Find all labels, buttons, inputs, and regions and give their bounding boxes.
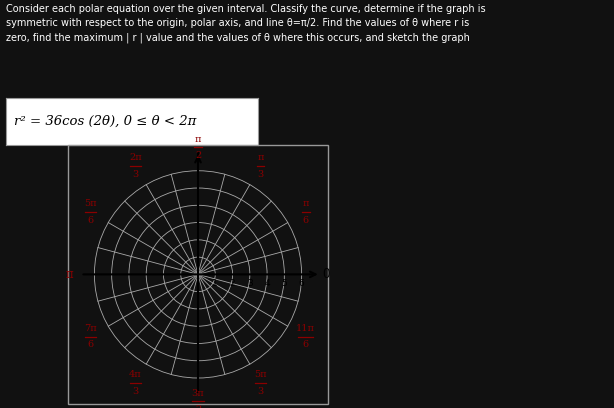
Text: 4: 4 xyxy=(264,279,270,288)
Text: 6: 6 xyxy=(87,216,93,225)
Text: 2π: 2π xyxy=(129,153,142,162)
Text: 0: 0 xyxy=(322,268,330,281)
Text: 11π: 11π xyxy=(297,324,315,333)
Text: 3: 3 xyxy=(257,170,264,179)
Text: π: π xyxy=(303,200,309,208)
Text: 5π: 5π xyxy=(254,370,267,379)
Text: 3π: 3π xyxy=(192,388,204,397)
Text: 1: 1 xyxy=(212,279,218,288)
Text: π: π xyxy=(195,135,201,144)
Text: π: π xyxy=(66,268,74,281)
Text: 6: 6 xyxy=(87,340,93,349)
Text: 5π: 5π xyxy=(84,200,96,208)
Text: 4π: 4π xyxy=(129,370,142,379)
Text: 2: 2 xyxy=(195,151,201,160)
Text: 2: 2 xyxy=(230,279,235,288)
Text: 5: 5 xyxy=(281,279,287,288)
Text: 3: 3 xyxy=(247,279,253,288)
Text: π: π xyxy=(257,153,264,162)
Text: r² = 36cos (2θ), 0 ≤ θ < 2π: r² = 36cos (2θ), 0 ≤ θ < 2π xyxy=(14,115,196,128)
Text: Consider each polar equation over the given interval. Classify the curve, determ: Consider each polar equation over the gi… xyxy=(6,4,486,42)
Text: 3: 3 xyxy=(132,387,139,396)
Text: 6: 6 xyxy=(299,279,305,288)
Text: 3: 3 xyxy=(132,170,139,179)
Text: 6: 6 xyxy=(303,216,309,225)
Text: 3: 3 xyxy=(257,387,264,396)
Text: 7π: 7π xyxy=(84,324,96,333)
Text: 6: 6 xyxy=(303,340,309,349)
Text: 2: 2 xyxy=(195,405,201,408)
